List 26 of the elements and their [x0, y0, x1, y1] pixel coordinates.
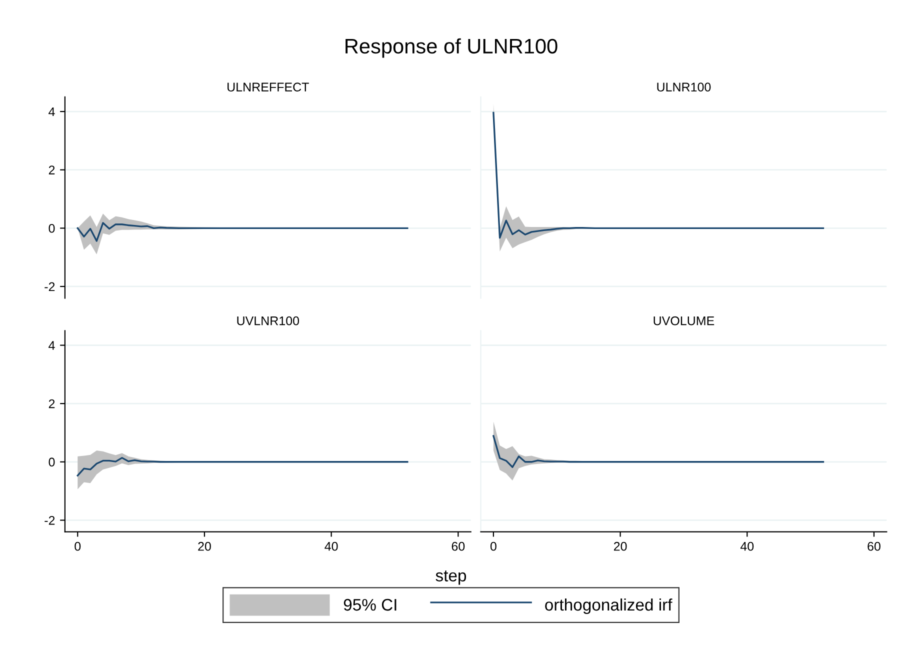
chart-title: UVOLUME	[654, 316, 714, 326]
chart-title: ULNREFFECT	[228, 82, 309, 92]
x-axis-title: step	[436, 570, 466, 585]
y-tick-label: 4	[48, 107, 55, 116]
text: orthogonalized irf	[545, 598, 672, 614]
line-series	[76, 456, 408, 476]
x-tick-label: 0	[490, 542, 496, 551]
y-tick-label: 0	[48, 224, 55, 233]
y-tick-label: 0	[48, 458, 55, 467]
chart-title: ULNR100	[657, 82, 711, 92]
x-tick-label: 60	[452, 542, 465, 551]
y-tick-label: -2	[44, 516, 55, 525]
y-tick-label: 4	[48, 341, 55, 350]
x-tick-label: 60	[868, 542, 880, 551]
x-tick-label: 40	[324, 542, 338, 551]
y-tick-label: -2	[44, 282, 55, 291]
text: Response of ULNR100	[346, 38, 558, 58]
line-series	[76, 222, 408, 242]
text: 95% CI	[344, 598, 396, 611]
y-tick-label: 2	[48, 166, 55, 174]
x-tick-label: 20	[614, 542, 627, 551]
x-tick-label: 40	[740, 542, 754, 551]
x-tick-label: 0	[74, 542, 81, 551]
chart-title: UVLNR100	[237, 316, 300, 326]
x-tick-label: 20	[198, 542, 211, 551]
y-tick-label: 2	[48, 399, 55, 408]
